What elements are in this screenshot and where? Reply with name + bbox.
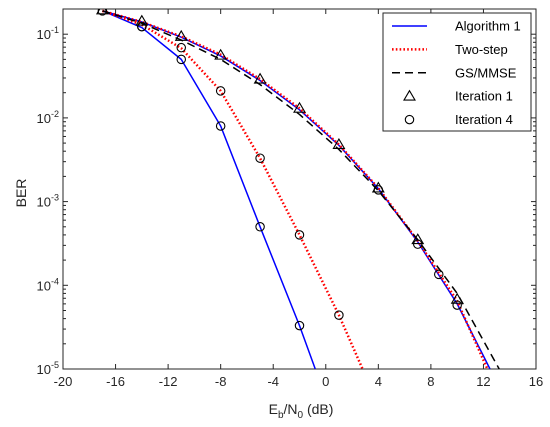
data-point-circle-7-8 (452, 300, 462, 310)
legend-label: Algorithm 1 (455, 19, 521, 34)
x-tick-label: -16 (106, 374, 125, 389)
data-point-triangle-5-8 (411, 233, 425, 245)
data-point-circle-7-2 (215, 121, 226, 131)
x-tick-label: -20 (54, 374, 73, 389)
data-point-circle-7-0 (137, 21, 147, 32)
data-point-triangle-5-7 (371, 181, 385, 193)
data-point-circle-6-0 (97, 9, 108, 16)
legend-swatch-triangle (403, 89, 416, 101)
data-point-circle-7-3 (255, 222, 265, 232)
legend-item-algorithm-1: Algorithm 1 (392, 19, 521, 34)
x-tick-label: 16 (529, 374, 543, 389)
data-point-circle-6-6 (334, 310, 344, 320)
data-point-triangle-5-3 (214, 48, 228, 60)
legend-label: Two-step (455, 42, 508, 57)
y-axis-title: BER (13, 179, 29, 208)
x-tick-label: 8 (427, 374, 434, 389)
y-tick-label: 10-4 (37, 276, 59, 293)
data-point-circle-7-5 (373, 185, 384, 195)
legend-item-iteration-1: Iteration 1 (403, 89, 513, 104)
series-line-two-step-3 (102, 9, 489, 369)
y-tick-label: 10-2 (37, 109, 59, 126)
data-point-circle-6-2 (176, 42, 187, 53)
data-point-circle-7-4 (294, 320, 305, 331)
x-tick-label: 12 (476, 374, 490, 389)
y-tick-label: 10-1 (37, 25, 59, 42)
data-point-circle-7-1 (176, 54, 187, 65)
x-tick-label: -12 (159, 374, 178, 389)
data-point-circle-6-4 (255, 153, 265, 163)
y-tick-label: 10-3 (37, 193, 59, 210)
legend-items: Algorithm 1 Two-step GS/MMSE Iteration 1 Ite… (392, 19, 521, 127)
legend-label: Iteration 4 (455, 112, 513, 127)
x-tick-label: 0 (322, 374, 329, 389)
x-tick-label: -4 (267, 374, 279, 389)
data-point-triangle-5-9 (450, 292, 464, 304)
series-line-gs-mmse-4 (102, 10, 500, 369)
legend-label: Iteration 1 (455, 89, 513, 104)
data-point-triangle-5-6 (332, 137, 346, 149)
data-point-circle-7-7 (434, 269, 444, 280)
legend-item-iteration-4: Iteration 4 (404, 112, 513, 127)
data-point-circle-6-3 (215, 86, 226, 96)
x-axis-title: Eb/N0 (dB) (269, 401, 334, 421)
legend-item-two-step: Two-step (392, 42, 508, 57)
series-layer (95, 9, 500, 369)
data-point-triangle-5-1 (135, 14, 149, 26)
x-tick-label: -8 (215, 374, 227, 389)
legend-swatch-circle (404, 114, 415, 125)
ticks-layer: -20 -16 -12 -8 -4 0 4 8 12 16 10-5 10-4 10-3 10-2 10-1 (37, 8, 543, 389)
legend-box (382, 12, 532, 132)
legend-label: GS/MMSE (455, 65, 517, 80)
y-tick-label: 10-5 (37, 360, 59, 377)
data-point-triangle-5-5 (293, 101, 306, 113)
series-line-algorithm-1-0 (102, 10, 316, 369)
x-tick-label: 4 (375, 374, 382, 389)
data-point-triangle-5-4 (253, 72, 267, 84)
legend: Algorithm 1 Two-step GS/MMSE Iteration 1 Ite… (382, 12, 532, 132)
series-line-two-step-2 (102, 9, 364, 369)
legend-item-gs-mmse: GS/MMSE (392, 65, 517, 80)
data-point-triangle-5-2 (174, 29, 188, 41)
data-point-circle-7-6 (412, 239, 423, 249)
data-point-triangle-5-0 (95, 9, 109, 15)
data-point-circle-6-5 (294, 230, 305, 240)
